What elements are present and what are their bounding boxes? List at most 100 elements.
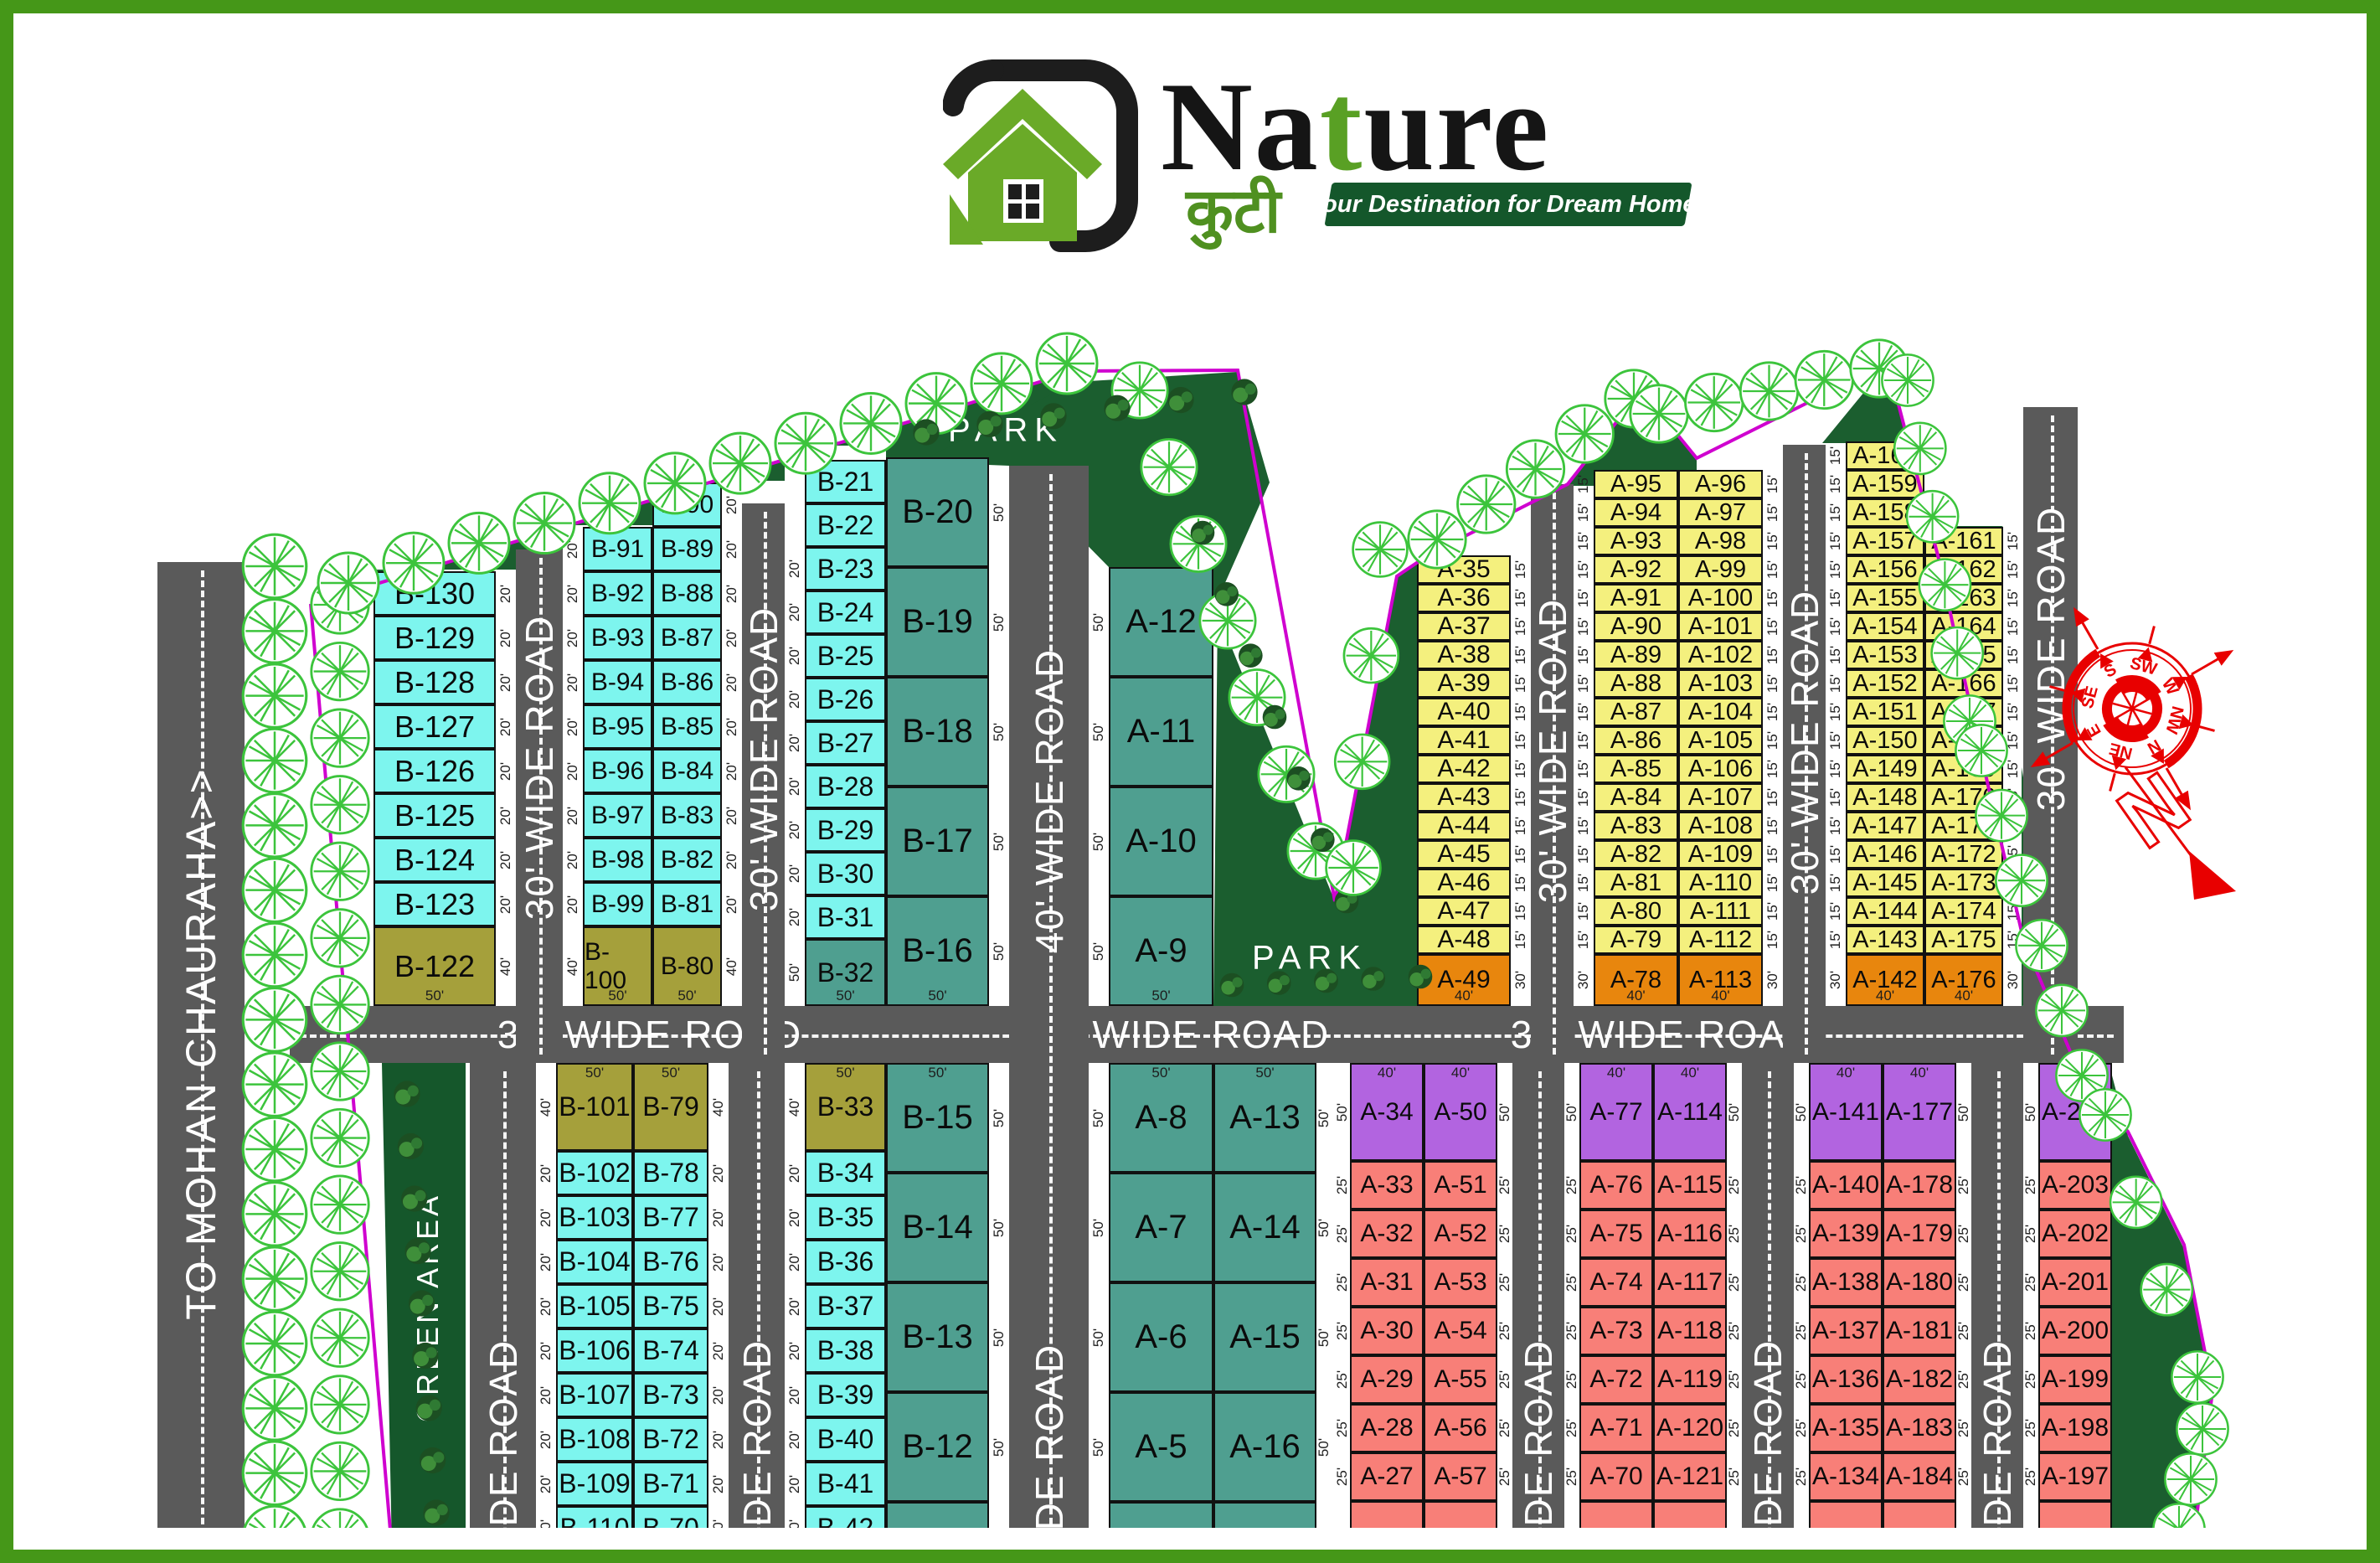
plot-column-A35: A-35 A-36 A-37 A-38 A-39 A-40 A-41 A-42 A-43 A-44… [1417,555,1511,1006]
plot-label: B-17 [902,823,973,859]
plot-A-92: A-92 [1594,555,1678,584]
plot-B-14: B-14 [886,1173,989,1282]
plot-B-71: B-71 [633,1462,708,1506]
bottom-dim-label: 50' [425,988,445,1003]
dim-label: 25' [1955,1370,1971,1390]
plot-A-183: A-183 [1883,1404,1956,1452]
plot-A-170: A-170 [1924,783,2003,812]
dim-label: 20' [786,1208,802,1227]
plot-label: A-158 [1852,498,1918,526]
plot-label: B-14 [902,1209,973,1246]
dim-label: 25' [1334,1175,1350,1195]
compass-direction-NW: NW [2161,704,2187,736]
logo-name-part: ure [1363,56,1551,197]
plot-A-73: A-73 [1579,1307,1653,1355]
plot-label: A-178 [1885,1171,1954,1199]
dim-label: 15' [1512,616,1528,637]
logo-tagline-banner: Your Destination for Dream Homes [1307,183,1709,226]
tree-icon [310,908,370,968]
plot-A-7: A-7 [1109,1173,1213,1282]
dim-label: 20' [710,1163,726,1183]
plot-label: B-122 [394,948,476,983]
tree-icon [1849,338,1909,399]
dim-label: 15' [1575,474,1591,494]
compass-direction-NE: NE [2107,739,2135,762]
tree-icon [1333,733,1391,791]
dim-label: 50' [2022,1102,2038,1122]
dim-label: 50' [991,1328,1007,1347]
plot-A-156: A-156 [1846,555,1924,584]
dim-strip-A50: 50' 25' 25' 25' 25' 25' 25' 25' [1497,1063,1512,1550]
plot-label: B-26 [817,683,874,714]
plot-label: A-13 [1229,1099,1301,1136]
dim-label: 50' [991,832,1007,851]
dim-label: 25' [1563,1467,1579,1487]
plot-label: B-86 [660,668,714,696]
plot-label: B-13 [902,1318,973,1355]
plot-A-144: A-144 [1846,897,1924,926]
dim-label: 20' [538,1163,554,1183]
plot-label: A-79 [1610,926,1662,953]
dim-strip-B91: 20' 20' 20' 20' 20' 20' 20' 20' 20' 40' [563,527,583,1006]
plot-label: B-90 [660,490,714,518]
tree-icon [241,857,308,924]
tree-icon [1684,372,1744,433]
tree-icon [1629,384,1689,444]
plot-A-136: A-136 [1809,1355,1883,1404]
dim-label: 15' [1827,787,1843,807]
dim-label: 25' [1334,1370,1350,1390]
dim-label: 15' [1827,759,1843,779]
dim-label: 15' [1575,673,1591,694]
plot-A-99: A-99 [1678,555,1763,584]
plot-B-39: B-39 [805,1373,886,1417]
plot-B-125: B-125 [373,793,496,838]
plot-label: B-18 [902,713,973,750]
logo-name: Nature [1161,54,1550,199]
plot-label: B-16 [902,932,973,969]
logo-hindi-text: कुटी [1186,176,1281,245]
plot-label: A-95 [1610,470,1662,498]
plot-B-129: B-129 [373,616,496,660]
plot-label: A-165 [1931,641,1996,668]
dim-label: 15' [2005,673,2021,694]
tree-icon [310,1174,370,1235]
plot-A-147: A-147 [1846,812,1924,840]
plot-A-35: A-35 [1417,555,1511,584]
dim-label: 20' [497,895,513,914]
plot-A-150: A-150 [1846,726,1924,755]
plot-label: A-56 [1434,1414,1487,1442]
plot-A-86: A-86 [1594,726,1678,755]
dim-strip-A141: 50' 25' 25' 25' 25' 25' 25' 25' [1793,1063,1809,1550]
plot-label: A-138 [1811,1268,1880,1296]
dim-label: 20' [786,1297,802,1316]
dim-label: 25' [1793,1418,1809,1438]
plot-A-42: A-42 [1417,755,1511,783]
dim-label: 40' [497,957,513,976]
tree-icon [310,775,370,835]
tree-icon [310,641,370,702]
plot-label: A-43 [1437,783,1491,811]
plot-label: B-97 [590,801,645,829]
plot-label: A-39 [1437,669,1491,697]
plot-label: A-198 [2041,1414,2110,1442]
plot-label: A-96 [1694,470,1747,498]
tree-icon [2176,1402,2229,1456]
dim-label: 50' [1793,1102,1809,1122]
plot-A-38: A-38 [1417,641,1511,669]
tree-icon [1169,514,1228,573]
dim-strip-A114: 50' 25' 25' 25' 25' 25' 25' 25' [1726,1063,1742,1550]
dim-label: 20' [538,1297,554,1316]
plot-A-198: A-198 [2038,1404,2112,1452]
dim-label: 20' [724,539,739,559]
dim-label: 20' [786,602,802,622]
dim-label: 25' [1793,1467,1809,1487]
plot-label: A-169 [1931,755,1996,782]
plot-A-47: A-47 [1417,897,1511,926]
plot-label: B-36 [817,1246,874,1277]
bottom-dim-label: 40' [1454,988,1474,1003]
dim-label: 25' [1563,1321,1579,1341]
dim-label: 25' [1955,1321,1971,1341]
plot-column-B101: B-101 B-102 B-103 B-104 B-105 B-106 B-107 B-108… [556,1063,633,1550]
dim-label: 20' [564,628,580,647]
plot-A-31: A-31 [1350,1258,1424,1307]
